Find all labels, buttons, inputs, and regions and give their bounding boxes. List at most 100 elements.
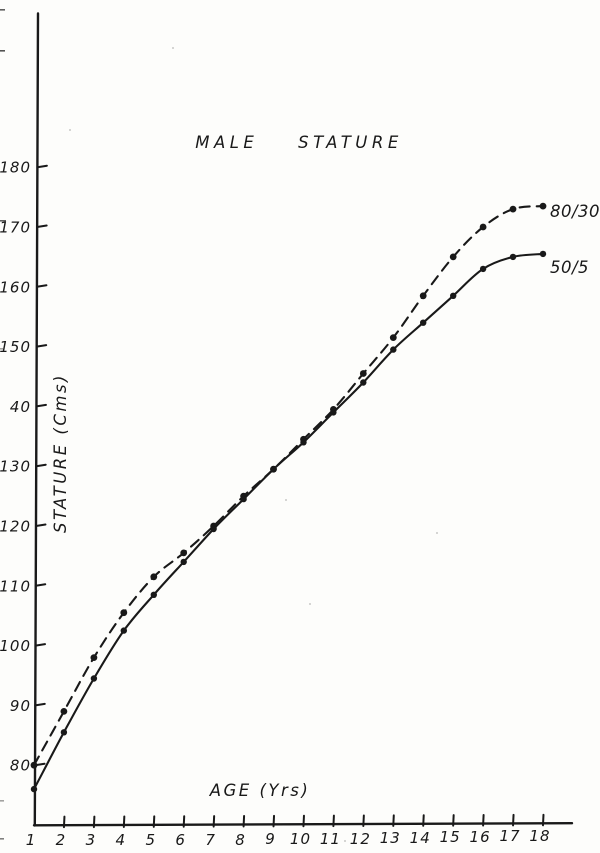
- x-tick: [302, 814, 305, 828]
- x-tick-label: 12: [350, 830, 371, 848]
- page-edge-mark: [0, 220, 6, 222]
- y-tick: [34, 702, 46, 707]
- x-tick-label: 9: [265, 830, 276, 848]
- x-tick-label: 11: [320, 830, 341, 848]
- data-point-dot: [150, 591, 157, 598]
- x-tick-label: 17: [499, 827, 520, 845]
- scan-speck-dot: [309, 603, 311, 605]
- x-tick: [422, 814, 425, 827]
- data-point-dot: [150, 573, 158, 581]
- y-tick: [36, 164, 48, 169]
- x-tick: [242, 814, 246, 828]
- series-label-80-30: 80/30: [550, 202, 600, 221]
- chart-title: MALE STATURE: [195, 133, 403, 152]
- data-point-dot: [90, 675, 98, 682]
- y-tick: [34, 523, 47, 527]
- x-tick-label: 1: [26, 831, 37, 849]
- y-tick: [34, 583, 47, 587]
- x-tick: [122, 815, 126, 828]
- data-point-dot: [30, 761, 38, 769]
- data-point-dot: [300, 439, 307, 446]
- scan-speck-dot: [344, 840, 346, 842]
- scan-speck-dot: [436, 532, 438, 534]
- x-tick: [541, 813, 545, 827]
- x-tick-label: 3: [86, 831, 97, 849]
- x-tick-label: 15: [440, 828, 461, 846]
- x-tick: [62, 815, 66, 829]
- y-tick: [34, 643, 47, 647]
- data-point-dot: [420, 319, 427, 326]
- y-axis-line: [33, 12, 40, 827]
- data-point-dot: [180, 558, 187, 566]
- data-point-dot: [539, 250, 547, 258]
- data-point-dot: [359, 370, 367, 377]
- y-tick: [36, 224, 48, 228]
- data-point-dot: [539, 202, 547, 210]
- data-point-dot: [120, 627, 128, 634]
- page-edge-mark: [0, 50, 5, 52]
- x-tick: [512, 813, 515, 827]
- x-tick: [482, 814, 485, 827]
- data-point-dot: [450, 292, 457, 299]
- x-tick-label: 5: [145, 831, 156, 849]
- x-tick: [92, 815, 96, 829]
- data-point-dot: [240, 495, 247, 503]
- series-line-80-30: [32, 205, 545, 767]
- data-point-dot: [419, 292, 427, 300]
- data-point-dot: [210, 525, 217, 533]
- y-tick-label: 110: [0, 577, 31, 595]
- data-point-dot: [30, 785, 38, 793]
- y-tick-label: 40: [10, 398, 31, 416]
- x-tick-label: 16: [470, 828, 491, 846]
- x-tick: [152, 815, 156, 828]
- x-tick: [272, 814, 276, 828]
- data-point-dot: [60, 708, 68, 715]
- y-tick: [35, 463, 47, 468]
- y-tick-label: 130: [0, 458, 31, 476]
- y-tick: [35, 284, 48, 288]
- x-axis-title: AGE (Yrs): [209, 781, 311, 800]
- x-tick-label: 8: [235, 831, 246, 849]
- series-line-50-5: [32, 252, 545, 791]
- scan-speck-dot: [172, 47, 174, 49]
- data-point-dot: [479, 223, 487, 231]
- page-edge-mark: [0, 800, 4, 802]
- page-edge-mark: [0, 838, 4, 840]
- x-tick-label: 7: [205, 831, 216, 849]
- y-tick-label: 150: [0, 338, 31, 356]
- data-point-dot: [449, 253, 457, 261]
- x-tick-label: 10: [290, 830, 311, 848]
- data-point-dot: [180, 549, 188, 557]
- data-point-dot: [479, 265, 487, 273]
- y-axis-title: STATURE (Cms): [51, 373, 70, 533]
- x-tick-label: 2: [56, 831, 67, 849]
- y-tick: [35, 403, 47, 408]
- y-tick-label: 160: [0, 278, 31, 296]
- data-point-dot: [270, 466, 277, 473]
- data-point-dot: [360, 379, 367, 386]
- x-tick: [452, 814, 455, 827]
- y-tick-label: 170: [0, 219, 31, 237]
- y-tick-label: 80: [10, 757, 31, 775]
- data-point-dot: [389, 334, 397, 341]
- x-tick: [212, 815, 216, 828]
- x-tick-label: 18: [529, 827, 550, 845]
- series-label-50-5: 50/5: [550, 258, 589, 277]
- scan-speck-dot: [285, 499, 287, 501]
- x-tick: [182, 815, 186, 828]
- y-tick: [35, 344, 48, 348]
- y-tick-label: 120: [0, 518, 31, 536]
- x-tick-label: 14: [410, 829, 431, 847]
- data-point-dot: [120, 609, 128, 617]
- data-point-dot: [330, 409, 337, 416]
- data-point-dot: [90, 654, 98, 661]
- x-tick-label: 6: [175, 831, 186, 849]
- x-tick: [332, 814, 335, 828]
- page-edge-mark: [0, 9, 5, 11]
- y-tick-label: 180: [0, 159, 31, 177]
- page-edge-mark: [0, 348, 3, 350]
- x-tick: [362, 814, 365, 828]
- data-point-dot: [509, 253, 517, 261]
- y-tick-label: 90: [10, 697, 31, 715]
